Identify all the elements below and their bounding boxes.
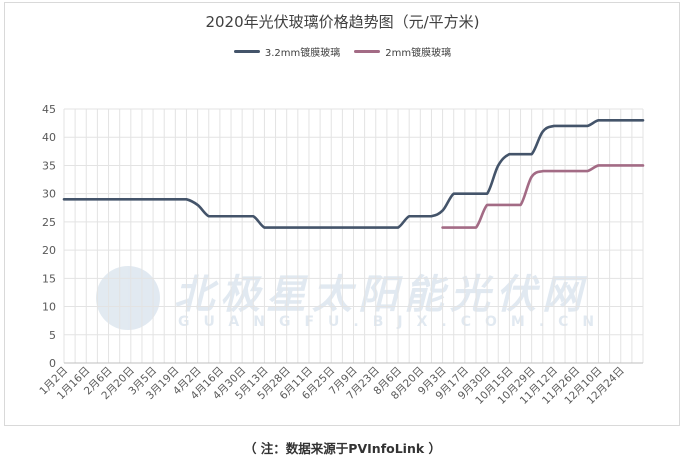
line-chart: 0510152025303540451月2日1月16日2月6日2月20日3月5日… — [37, 103, 645, 407]
legend-item-series-2: 2mm镀膜玻璃 — [354, 44, 451, 59]
legend-swatch-series-1 — [233, 50, 260, 53]
legend: 3.2mm镀膜玻璃 2mm镀膜玻璃 — [0, 44, 685, 59]
y-tick-label: 35 — [42, 159, 56, 172]
series-line-1 — [62, 118, 645, 229]
legend-label-series-1: 3.2mm镀膜玻璃 — [264, 48, 341, 59]
legend-item-series-1: 3.2mm镀膜玻璃 — [233, 44, 341, 59]
y-tick-label: 5 — [49, 329, 56, 342]
chart-title: 2020年光伏玻璃价格趋势图（元/平方米) — [205, 13, 480, 31]
y-tick-label: 45 — [42, 103, 56, 116]
y-tick-label: 25 — [42, 216, 56, 229]
y-tick-label: 40 — [42, 131, 56, 144]
watermark-url: GUANGFU.BJX.COM.CN — [178, 314, 609, 330]
y-tick-label: 15 — [42, 272, 56, 285]
footnote: （ 注：数据来源于PVInfoLink ） — [243, 441, 442, 456]
y-tick-label: 20 — [42, 244, 56, 257]
series-line-2 — [441, 164, 645, 229]
y-tick-label: 0 — [49, 357, 56, 370]
watermark-logo — [96, 266, 160, 330]
legend-label-series-2: 2mm镀膜玻璃 — [385, 48, 452, 59]
legend-swatch-series-2 — [354, 50, 381, 53]
y-tick-label: 30 — [42, 188, 56, 201]
y-tick-label: 10 — [42, 301, 56, 314]
